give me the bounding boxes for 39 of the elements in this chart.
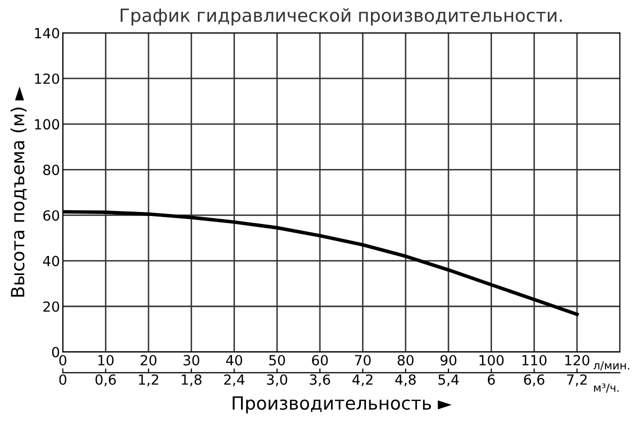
x-tick-label: 60	[312, 354, 328, 366]
x-tick-label: 90	[440, 354, 456, 366]
x-tick-label: 10	[98, 354, 114, 366]
x2-tick-label: 4,2	[352, 374, 372, 386]
y-tick-label: 120	[35, 73, 60, 84]
y-tick-label: 20	[43, 301, 60, 312]
y-tick-label: 60	[43, 210, 60, 221]
x2-tick-label: 1,2	[138, 374, 158, 386]
x-tick-label: 50	[269, 354, 285, 366]
y-tick-label: 0	[52, 346, 60, 358]
y-tick-label: 100	[35, 119, 60, 130]
y-tick-label: 40	[43, 256, 60, 266]
x2-tick-label: 0	[59, 374, 66, 385]
text: м³/ч.	[594, 383, 619, 393]
y-tick-label: 140	[35, 28, 60, 38]
chart-title: График гидравлической производительности.	[120, 8, 562, 26]
x-tick-label: 100	[480, 354, 504, 366]
text: л/мин.	[594, 361, 630, 370]
x2-tick-label: 6	[488, 374, 495, 385]
x-tick-label: 80	[398, 354, 414, 366]
x2-tick-label: 7,2	[567, 374, 587, 386]
x2-tick-label: 3,0	[267, 374, 288, 386]
y-tick-label: 80	[43, 164, 60, 176]
x2-tick-label: 2,4	[224, 374, 244, 386]
x2-tick-label: 5,4	[438, 374, 459, 386]
x-axis-title: Производительность ►	[232, 396, 452, 414]
x2-tick-label: 1,8	[182, 374, 202, 386]
x-tick-label: 120	[565, 354, 590, 366]
y-axis-title: Высота подъема (м) ►	[10, 86, 27, 297]
x-tick-label: 70	[355, 354, 371, 366]
x-tick-label: 40	[226, 354, 242, 366]
x2-tick-label: 3,6	[310, 374, 330, 386]
x2-tick-label: 6,6	[524, 374, 544, 386]
x-tick-label: 30	[184, 354, 200, 366]
x-tick-label: 20	[140, 354, 156, 366]
x-tick-label: 110	[522, 354, 546, 366]
x2-tick-label: 0,6	[96, 374, 116, 386]
x2-tick-label: 4,8	[395, 374, 416, 386]
x-tick-label: 0	[59, 354, 66, 366]
